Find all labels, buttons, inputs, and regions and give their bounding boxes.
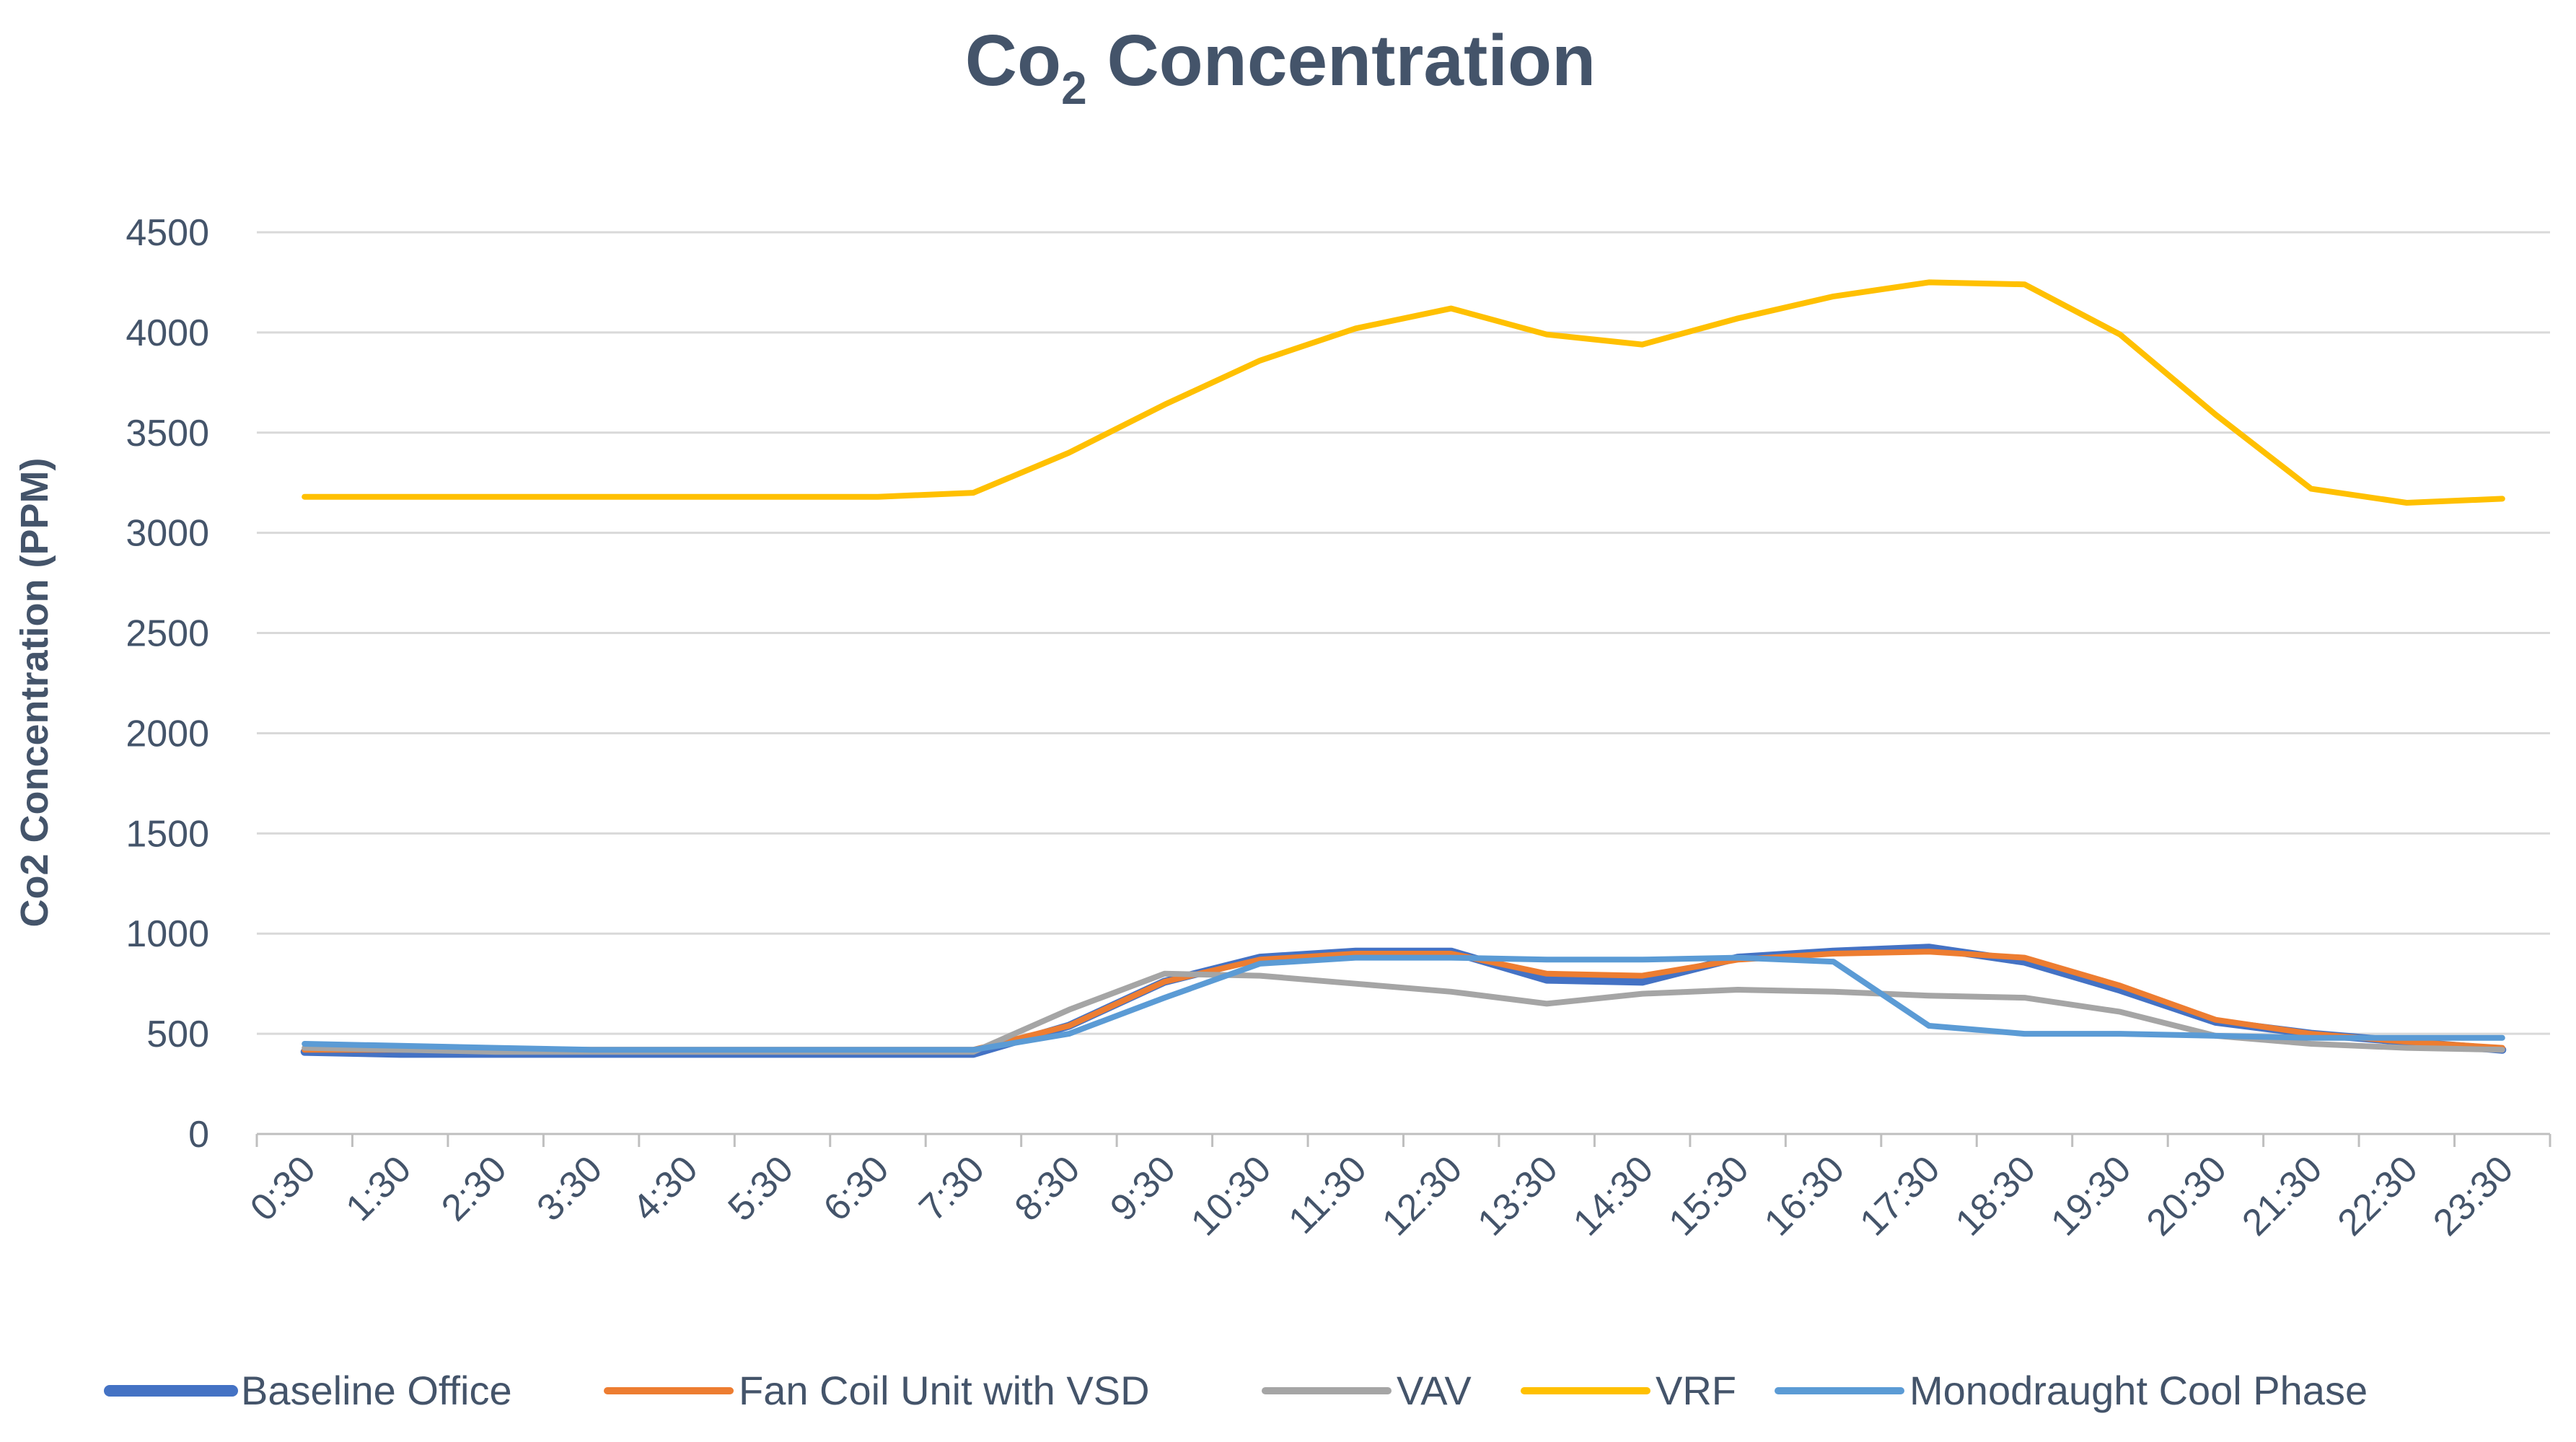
x-tick-label: 9:30 [1102, 1148, 1184, 1229]
x-tick-label: 22:30 [2330, 1148, 2426, 1244]
x-tick-label: 5:30 [720, 1148, 801, 1229]
legend-label-vav: VAV [1397, 1368, 1472, 1413]
y-tick-label: 1000 [126, 913, 209, 955]
x-tick-label: 23:30 [2425, 1148, 2521, 1244]
y-tick-label: 0 [188, 1114, 209, 1156]
x-tick-label: 2:30 [434, 1148, 515, 1229]
legend-label-vrf: VRF [1656, 1368, 1736, 1413]
x-tick-label: 19:30 [2043, 1148, 2139, 1244]
chart-title-rest: Concentration [1087, 20, 1596, 101]
x-tick-label: 13:30 [1470, 1148, 1566, 1244]
x-tick-label: 7:30 [911, 1148, 993, 1229]
series-line-baseline-office [300, 944, 2507, 1058]
chart-title-main: Co [965, 20, 1061, 101]
y-tick-label: 3000 [126, 513, 209, 555]
legend-label-baseline-office: Baseline Office [241, 1368, 512, 1413]
x-tick-label: 21:30 [2234, 1148, 2330, 1244]
y-axis-label: Co2 Concentration (PPM) [13, 457, 56, 927]
y-axis: 0 500 1000 1500 2000 2500 3000 3500 4000 4500 [126, 212, 209, 1156]
x-tick-label: 3:30 [529, 1148, 611, 1229]
legend-label-monodraught-cool-phase: Monodraught Cool Phase [1909, 1368, 2368, 1413]
x-tick-label: 0:30 [242, 1148, 324, 1229]
legend-label-fan-coil-unit-with-vsd: Fan Coil Unit with VSD [739, 1368, 1150, 1413]
x-tick-label: 6:30 [816, 1148, 897, 1229]
x-tick-label: 20:30 [2139, 1148, 2235, 1244]
y-tick-label: 3500 [126, 413, 209, 454]
gridlines [257, 231, 2550, 1035]
chart-title-subscript: 2 [1061, 62, 1087, 114]
series-lines [300, 279, 2507, 1058]
series-line-monodraught-cool-phase [302, 954, 2505, 1053]
x-tick-label: 14:30 [1565, 1148, 1661, 1244]
x-tick-label: 16:30 [1757, 1148, 1852, 1244]
x-tick-label: 11:30 [1280, 1148, 1374, 1241]
series-line-vav [302, 970, 2505, 1055]
legend: Baseline Office Fan Coil Unit with VSD VAV… [104, 1368, 2368, 1413]
y-tick-label: 4000 [126, 312, 209, 354]
x-tick-label: 8:30 [1007, 1148, 1089, 1229]
y-tick-label: 2000 [126, 713, 209, 755]
x-tick-label: 1:30 [338, 1148, 420, 1229]
chart-title-group: Co2 Concentration [965, 20, 1596, 114]
x-tick-label: 10:30 [1183, 1148, 1279, 1244]
x-tick-label: 18:30 [1948, 1148, 2044, 1244]
x-tick-label: 4:30 [625, 1148, 706, 1229]
chart-title: Co2 Concentration [965, 20, 1596, 114]
x-tick-label: 15:30 [1661, 1148, 1757, 1244]
x-tick-label: 12:30 [1374, 1148, 1470, 1244]
y-tick-label: 4500 [126, 212, 209, 254]
y-tick-label: 1500 [126, 813, 209, 855]
y-tick-label: 500 [146, 1014, 209, 1055]
y-tick-label: 2500 [126, 613, 209, 655]
x-tick-label: 17:30 [1852, 1148, 1948, 1244]
x-axis: 0:30 1:30 2:30 3:30 4:30 5:30 6:30 7:30 8:30 9:30… [242, 1133, 2551, 1244]
series-line-vrf [302, 279, 2505, 506]
